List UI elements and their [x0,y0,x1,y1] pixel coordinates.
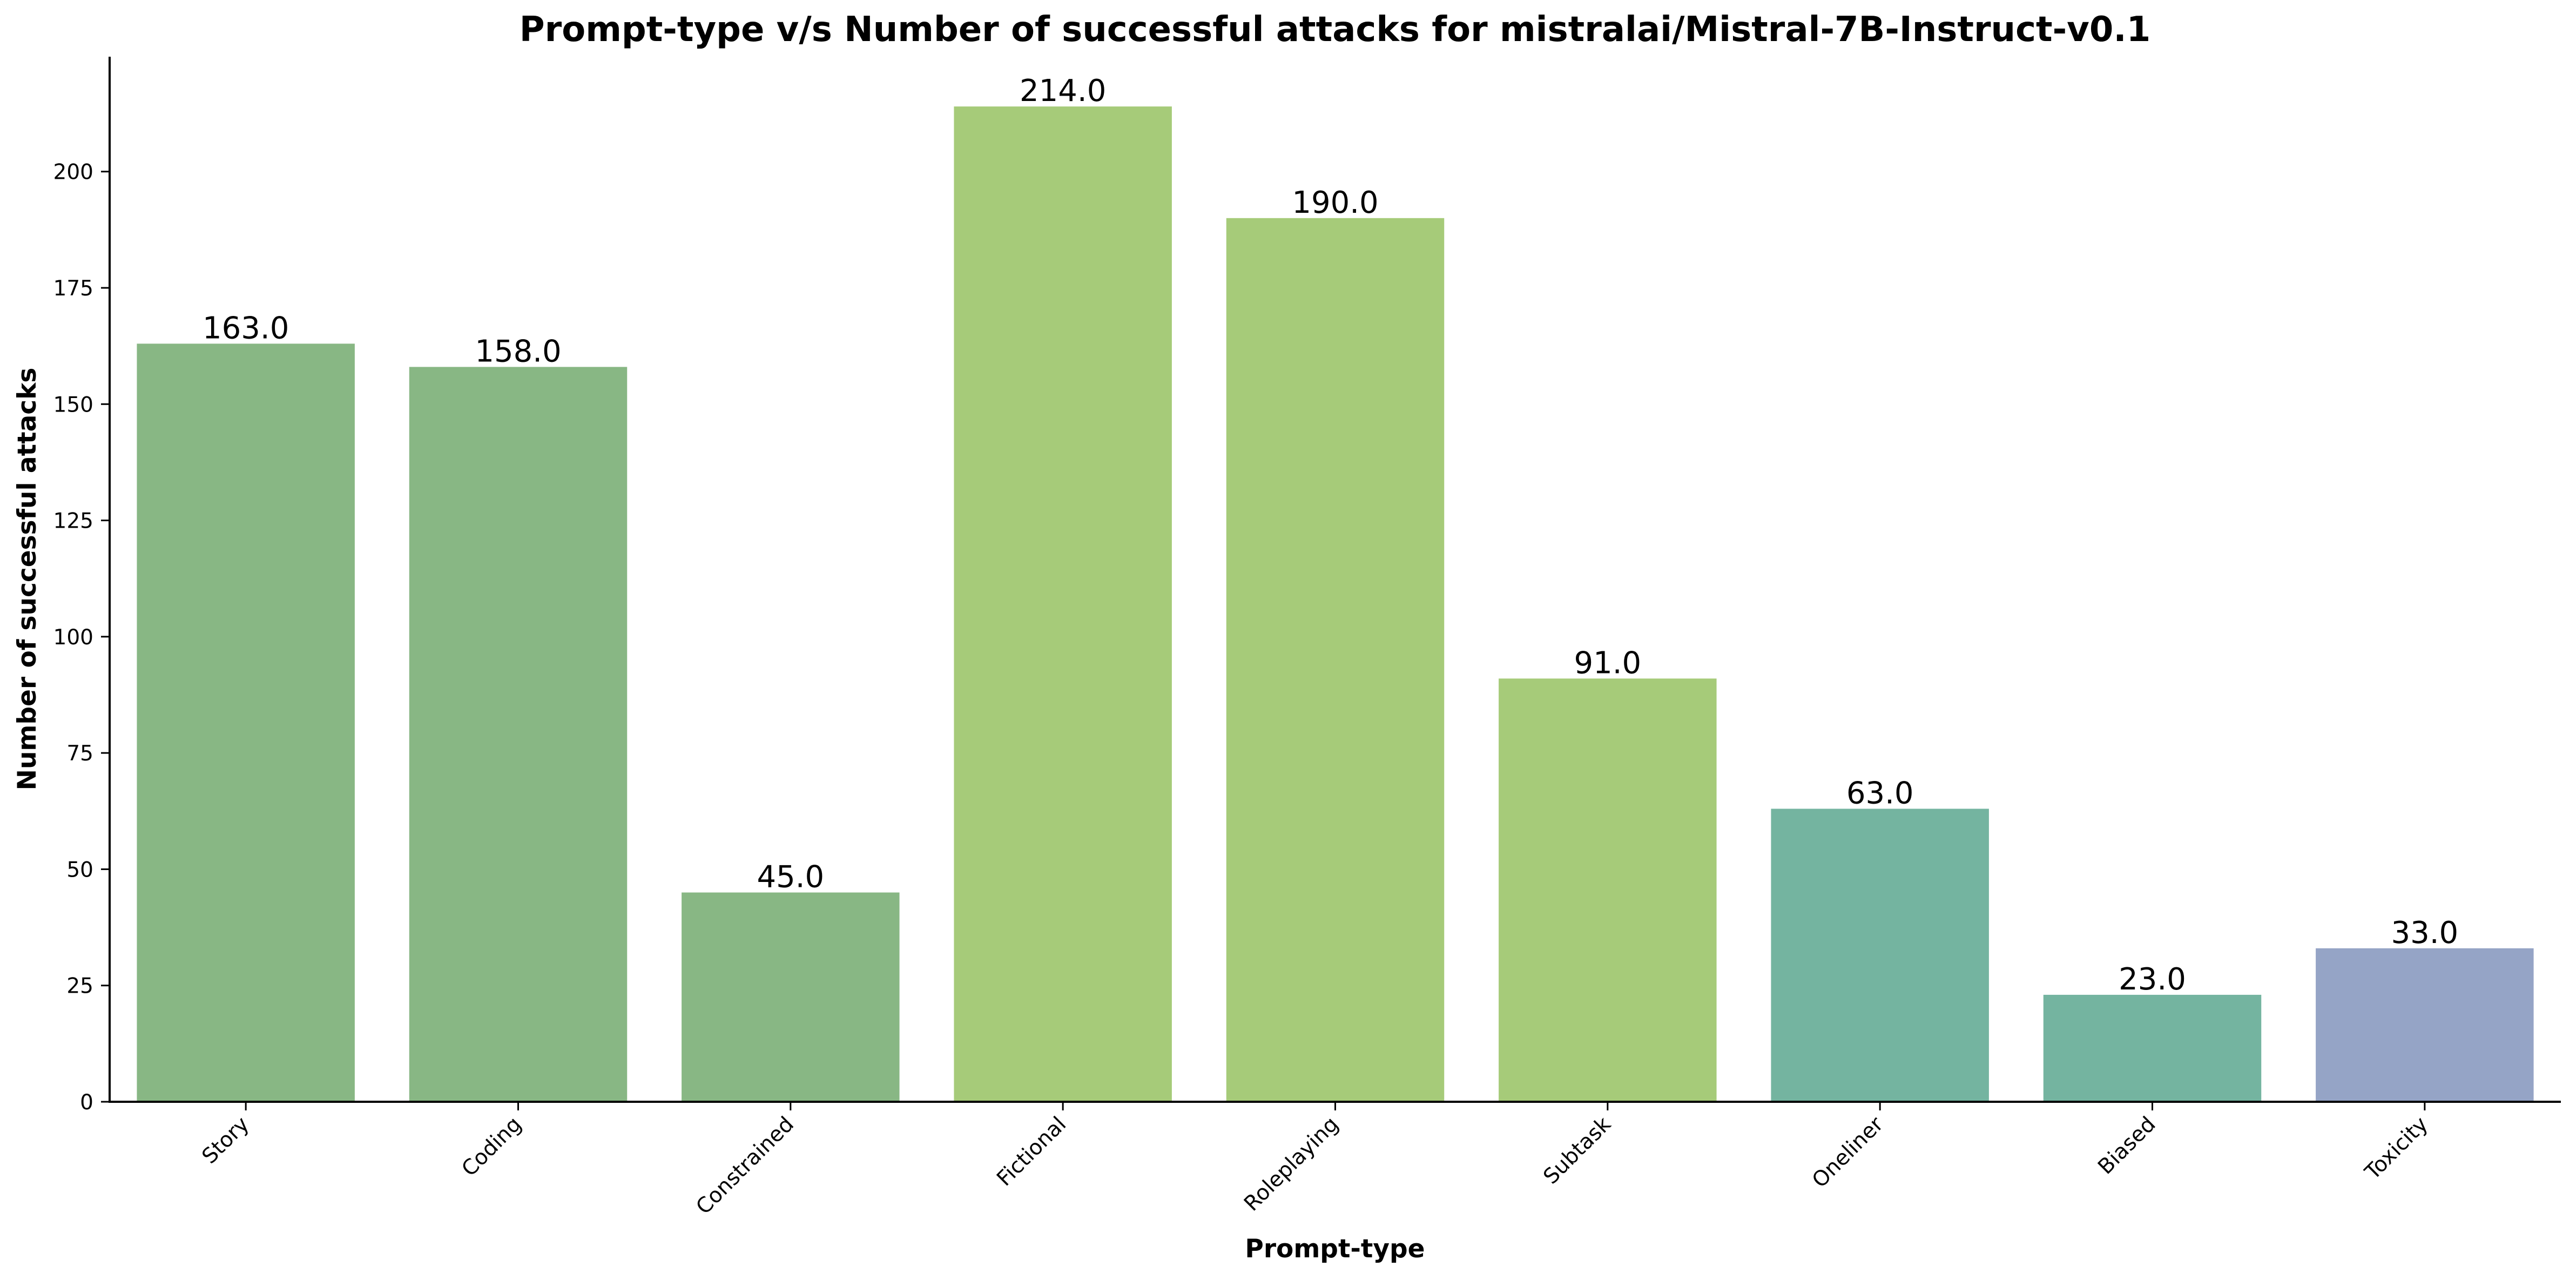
bar-story [137,343,355,1102]
data-label-roleplaying: 190.0 [1292,185,1378,220]
data-label-toxicity: 33.0 [2391,915,2458,951]
data-label-fictional: 214.0 [1020,73,1106,109]
x-tick-label-biased: Biased [2093,1112,2160,1179]
y-axis-ticks: 0 25 50 75 100 125 150 175 200 [53,160,110,1115]
x-tick-label-subtask: Subtask [1539,1112,1616,1189]
x-tick-label-constrained: Constrained [691,1112,798,1219]
x-axis-ticks: Story Coding Constrained Fictional Roleplayi… [198,1102,2433,1220]
x-axis-label: Prompt-type [1245,1234,1425,1264]
bar-constrained [682,892,900,1102]
y-axis-label: Number of successful attacks [12,368,42,791]
y-tick-label: 25 [66,974,93,999]
y-tick-label: 200 [53,160,93,185]
data-labels: 163.0 158.0 45.0 214.0 190.0 91.0 63.0 23.0 33.0 [203,73,2458,997]
bar-coding [409,367,628,1102]
x-tick-label-fictional: Fictional [992,1112,1071,1191]
y-tick-label: 175 [53,277,93,301]
data-label-coding: 158.0 [475,334,561,369]
x-tick-label-roleplaying: Roleplaying [1239,1112,1343,1216]
y-tick-label: 100 [53,625,93,650]
bars [137,106,2534,1102]
bar-oneliner [1771,809,1989,1102]
y-tick-label: 50 [66,858,93,882]
x-tick-label-coding: Coding [457,1112,526,1181]
data-label-story: 163.0 [203,311,289,346]
chart-title: Prompt-type v/s Number of successful att… [520,10,2151,50]
bar-subtask [1499,678,1717,1102]
data-label-oneliner: 63.0 [1846,776,1914,811]
x-tick-label-oneliner: Oneliner [1808,1112,1889,1193]
y-tick-label: 125 [53,509,93,534]
bar-biased [2043,994,2262,1102]
x-tick-label-toxicity: Toxicity [2360,1112,2433,1185]
y-tick-label: 150 [53,393,93,417]
bar-toxicity [2316,948,2534,1102]
data-label-biased: 23.0 [2119,962,2186,997]
data-label-subtask: 91.0 [1574,645,1641,681]
y-tick-label: 0 [80,1090,93,1115]
bar-fictional [954,106,1172,1102]
x-tick-label-story: Story [198,1112,254,1169]
data-label-constrained: 45.0 [757,859,824,894]
y-tick-label: 75 [66,742,93,766]
bar-roleplaying [1226,218,1445,1102]
